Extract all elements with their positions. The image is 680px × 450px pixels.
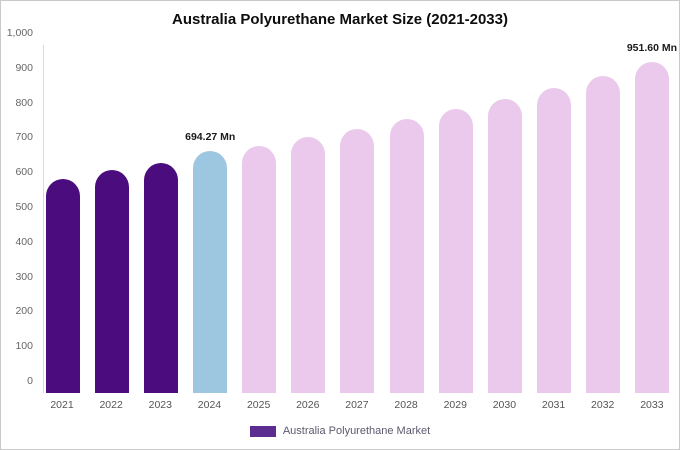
y-tick-label: 900 — [15, 61, 33, 74]
x-tick-label: 2031 — [541, 399, 566, 411]
bar-column — [487, 45, 522, 393]
chart-title: Australia Polyurethane Market Size (2021… — [172, 11, 508, 28]
x-tick-label: 2029 — [443, 399, 467, 411]
bar-2030 — [487, 99, 522, 393]
x-tick-label: 2024 — [197, 399, 222, 411]
y-tick-label: 1,000 — [6, 27, 33, 39]
bar-2029 — [438, 109, 473, 393]
x-tick-label: 2022 — [99, 399, 123, 411]
bars-row: 694.27 Mn 951.60 Mn — [46, 42, 677, 393]
bar-2022 — [95, 170, 130, 393]
x-tick-label: 2025 — [246, 399, 271, 411]
bar-column — [46, 45, 80, 393]
bar-column — [340, 45, 375, 393]
y-axis: 0 100 200 300 400 500 600 700 800 900 1,000 — [1, 27, 39, 393]
bar-value-label: 694.27 Mn — [185, 131, 236, 143]
bar-2031 — [536, 88, 571, 393]
legend-swatch — [249, 425, 276, 437]
bar-2026 — [291, 137, 326, 393]
bar-column — [144, 45, 179, 393]
legend-label: Australia Polyurethane Market — [282, 425, 431, 437]
x-tick-label: 2023 — [148, 399, 172, 411]
x-tick-label: 2021 — [50, 399, 74, 411]
bar-column — [242, 45, 277, 393]
plot-area: 694.27 Mn 951.60 Mn — [43, 42, 677, 393]
y-tick-label: 200 — [15, 305, 33, 318]
bar-value-label: 951.60 Mn — [626, 42, 678, 54]
y-tick-label: 100 — [15, 340, 33, 353]
bar-2032 — [585, 76, 620, 393]
y-tick-label: 600 — [15, 166, 33, 179]
bar-column — [291, 45, 326, 393]
y-tick-label: 300 — [15, 270, 33, 283]
bar-column — [536, 45, 571, 393]
legend: Australia Polyurethane Market — [1, 425, 679, 437]
bar-2027 — [340, 129, 375, 393]
bar-2025 — [242, 146, 277, 393]
bar-2024 — [193, 151, 228, 393]
x-tick-label: 2030 — [492, 399, 517, 411]
bar-column — [438, 45, 473, 393]
x-tick-label: 2033 — [640, 399, 664, 411]
bar-column — [95, 45, 130, 393]
bar-column — [585, 45, 620, 393]
bar-column: 951.60 Mn — [627, 42, 677, 393]
bar-2021 — [46, 179, 80, 393]
bar-2023 — [144, 163, 179, 393]
y-tick-label: 0 — [27, 375, 33, 387]
y-tick-label: 400 — [15, 235, 33, 248]
x-tick-label: 2028 — [394, 399, 418, 411]
y-tick-label: 700 — [15, 131, 33, 144]
x-tick-label: 2026 — [296, 399, 320, 411]
x-axis: 2021 2022 2023 2024 2025 2026 2027 2028 2029 2030… — [45, 399, 669, 411]
bar-column — [389, 45, 424, 393]
bar-2033 — [634, 62, 669, 393]
y-tick-label: 500 — [15, 201, 33, 213]
x-tick-label: 2032 — [591, 399, 615, 411]
x-tick-label: 2027 — [345, 399, 369, 411]
bar-2028 — [389, 119, 424, 393]
y-tick-label: 800 — [15, 96, 33, 109]
bar-column: 694.27 Mn — [185, 45, 235, 393]
